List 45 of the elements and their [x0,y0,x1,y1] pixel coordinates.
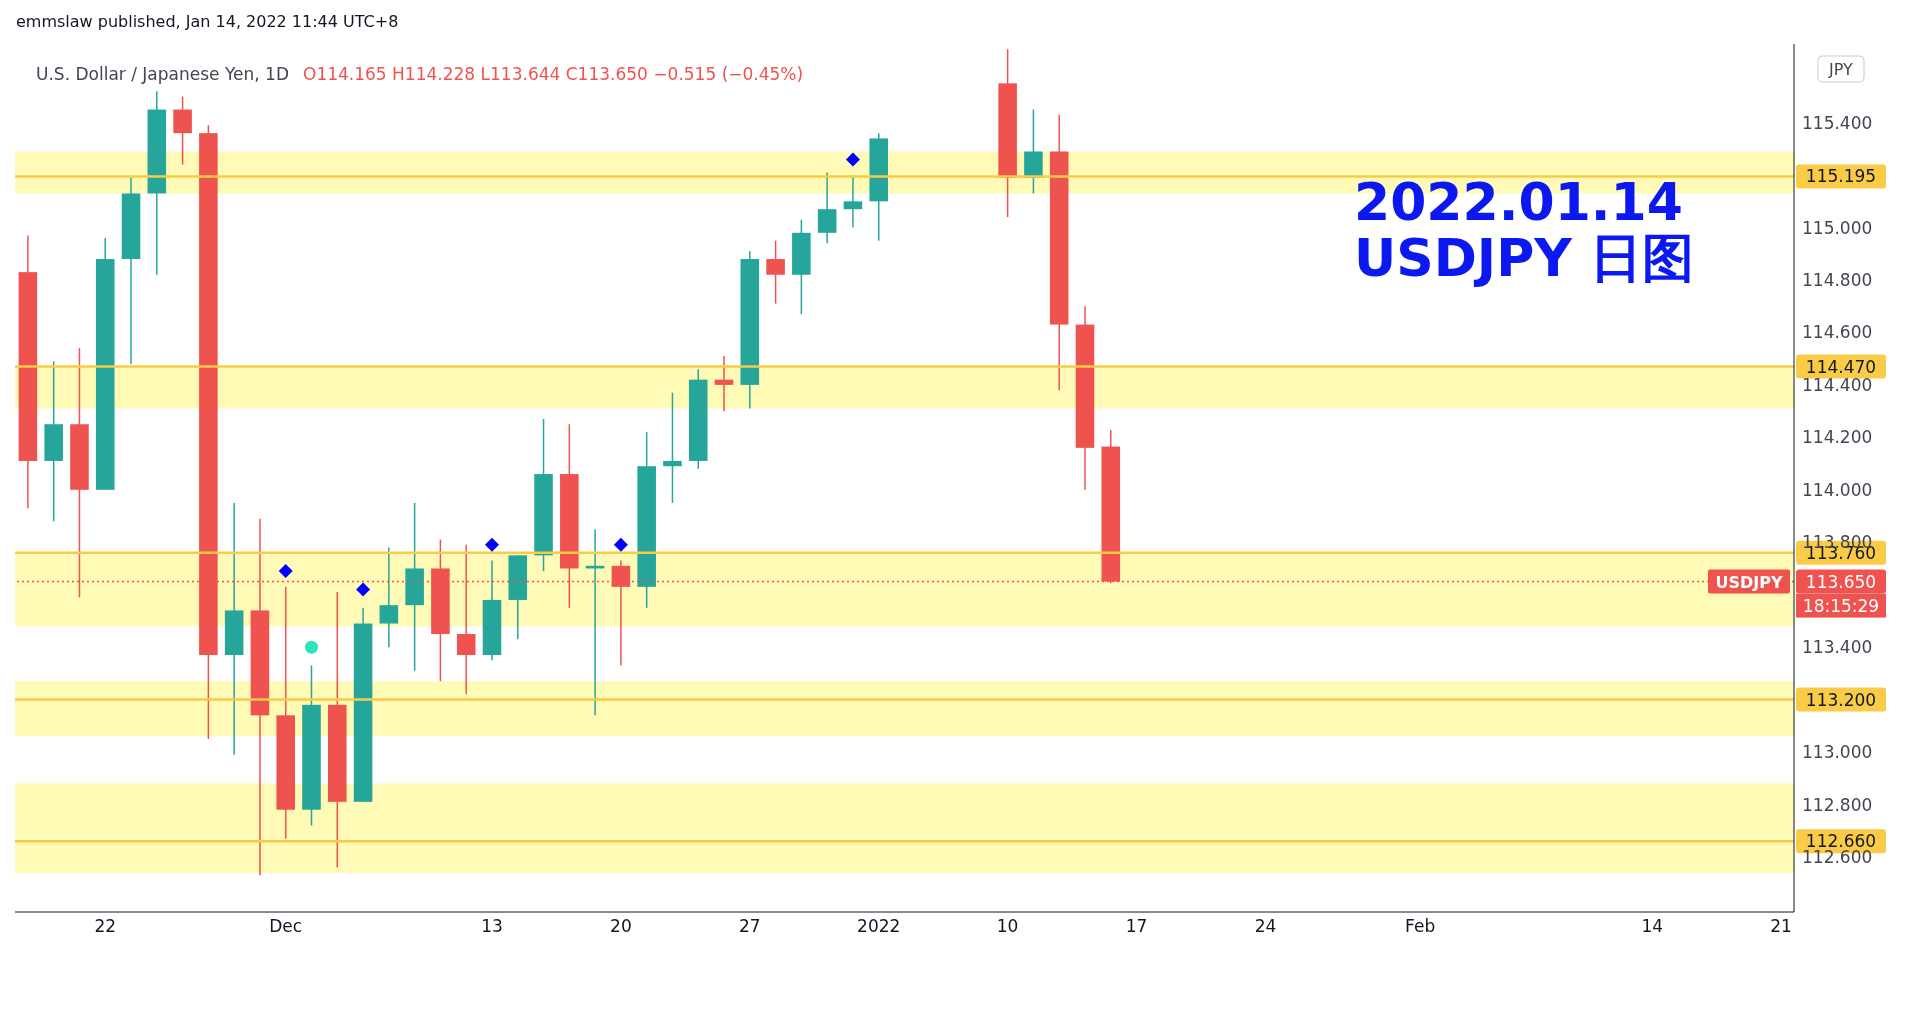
y-tick-label: 114.200 [1802,427,1873,448]
x-tick-label: Feb [1405,916,1436,937]
point [845,152,860,167]
annotation: U.S. Dollar / Japanese Yen, 1D [36,64,289,84]
ref-line-label: 115.195 [1805,166,1877,187]
text: 18:15:29 [1802,595,1880,616]
candlestick [379,546,399,648]
point [484,537,499,552]
point [356,582,371,597]
y-tick-label: 115.000 [1802,217,1873,238]
y-tick-label: 114.600 [1802,322,1873,343]
annotation: O114.165 H114.228 L113.644 C113.650 −0.515 (−0.45%) [303,64,804,84]
x-tick-label: 20 [610,916,632,937]
candlestick [714,355,734,412]
point [613,537,628,552]
candlestick [766,239,785,305]
x-tick-label: 13 [481,916,503,937]
ref-line-label: 114.470 [1805,356,1877,377]
point [305,640,318,654]
x-tick-label: Dec [269,916,303,937]
candlestick [663,392,682,504]
ref-line-label: 113.650 [1805,571,1877,592]
y-tick-label: 114.400 [1802,374,1873,395]
y-tick-label: 115.400 [1802,112,1873,133]
x-tick-label: 14 [1641,916,1664,937]
point [278,564,293,579]
x-tick-label: 2022 [857,916,901,937]
y-tick-label: 112.800 [1802,794,1873,815]
annotation: USDJPY [1715,572,1783,592]
x-tick-label: 17 [1125,916,1148,937]
candlestick [173,95,192,166]
x-tick-label: 27 [738,916,761,937]
candlestick [817,171,837,245]
y-tick-label: 114.800 [1802,270,1873,291]
y-tick-label: 112.600 [1802,846,1873,867]
y-tick-label: 113.400 [1802,637,1873,658]
x-tick-label: 22 [94,916,117,937]
x-tick-label: 21 [1770,916,1792,937]
y-tick-label: 113.000 [1802,742,1873,763]
text: emmslaw published, Jan 14, 2022 11:44 UTC+8 [16,12,399,31]
x-tick-label: 10 [996,916,1019,937]
ref-line-label: 113.200 [1805,689,1877,710]
y-axis-title: JPY [1828,60,1854,79]
x-tick-label: 24 [1254,916,1277,937]
y-tick-label: 114.000 [1802,479,1873,500]
